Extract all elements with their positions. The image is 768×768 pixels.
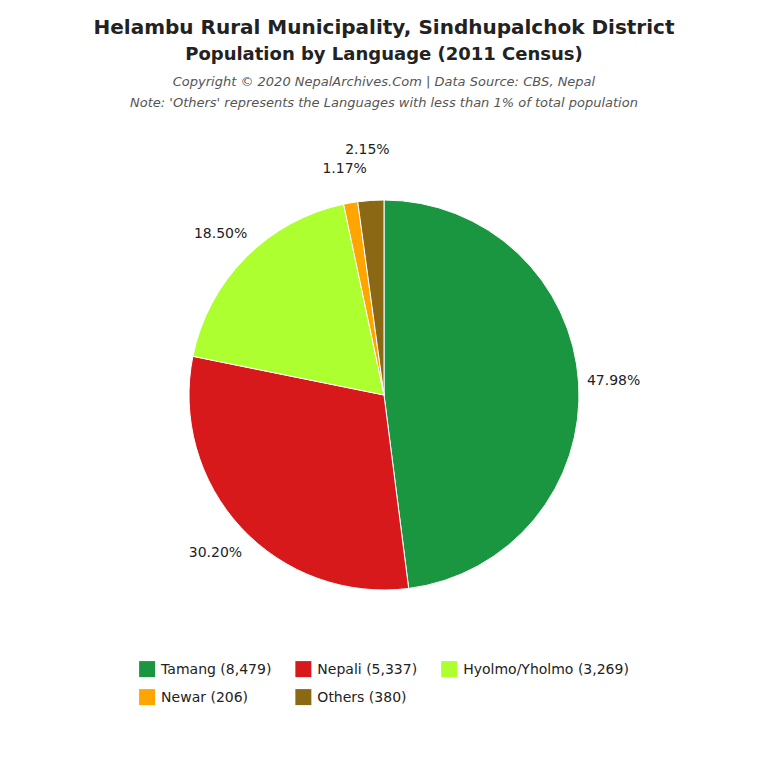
legend-label: Tamang (8,479) bbox=[160, 661, 271, 677]
annotation: Copyright © 2020 NepalArchives.Com | Dat… bbox=[173, 74, 596, 89]
legend-swatch bbox=[441, 661, 457, 677]
data-label: 47.98% bbox=[587, 372, 640, 388]
legend-item: Hyolmo/Yholmo (3,269) bbox=[441, 661, 629, 677]
pie bbox=[189, 200, 579, 590]
annotation: Note: 'Others' represents the Languages … bbox=[130, 95, 638, 110]
legend-swatch bbox=[295, 689, 311, 705]
data-labels: 47.98% 30.20% 18.50% 1.17% 2.15% bbox=[189, 141, 641, 559]
chart: Helambu Rural Municipality, Sindhupalcho… bbox=[0, 0, 768, 768]
legend-swatch bbox=[295, 661, 311, 677]
slice bbox=[384, 200, 579, 588]
data-label: 30.20% bbox=[189, 544, 242, 560]
title: Helambu Rural Municipality, Sindhupalcho… bbox=[93, 15, 674, 39]
legend-label: Others (380) bbox=[317, 689, 406, 705]
slice bbox=[358, 200, 384, 395]
legend: Tamang (8,479) Nepali (5,337) Hyolmo/Yholm… bbox=[139, 661, 629, 705]
legend-item: Newar (206) bbox=[139, 689, 248, 705]
legend-swatch bbox=[139, 661, 155, 677]
legend-label: Nepali (5,337) bbox=[317, 661, 417, 677]
data-label: 18.50% bbox=[194, 225, 247, 241]
legend-swatch bbox=[139, 689, 155, 705]
legend-label: Hyolmo/Yholmo (3,269) bbox=[463, 661, 629, 677]
header: Helambu Rural Municipality, Sindhupalcho… bbox=[93, 15, 674, 110]
data-label: 1.17% bbox=[322, 160, 366, 176]
data-label: 2.15% bbox=[345, 141, 389, 157]
subtitle: Population by Language (2011 Census) bbox=[185, 43, 583, 64]
legend-item: Nepali (5,337) bbox=[295, 661, 417, 677]
legend-item: Tamang (8,479) bbox=[139, 661, 271, 677]
legend-label: Newar (206) bbox=[161, 689, 248, 705]
legend-item: Others (380) bbox=[295, 689, 406, 705]
